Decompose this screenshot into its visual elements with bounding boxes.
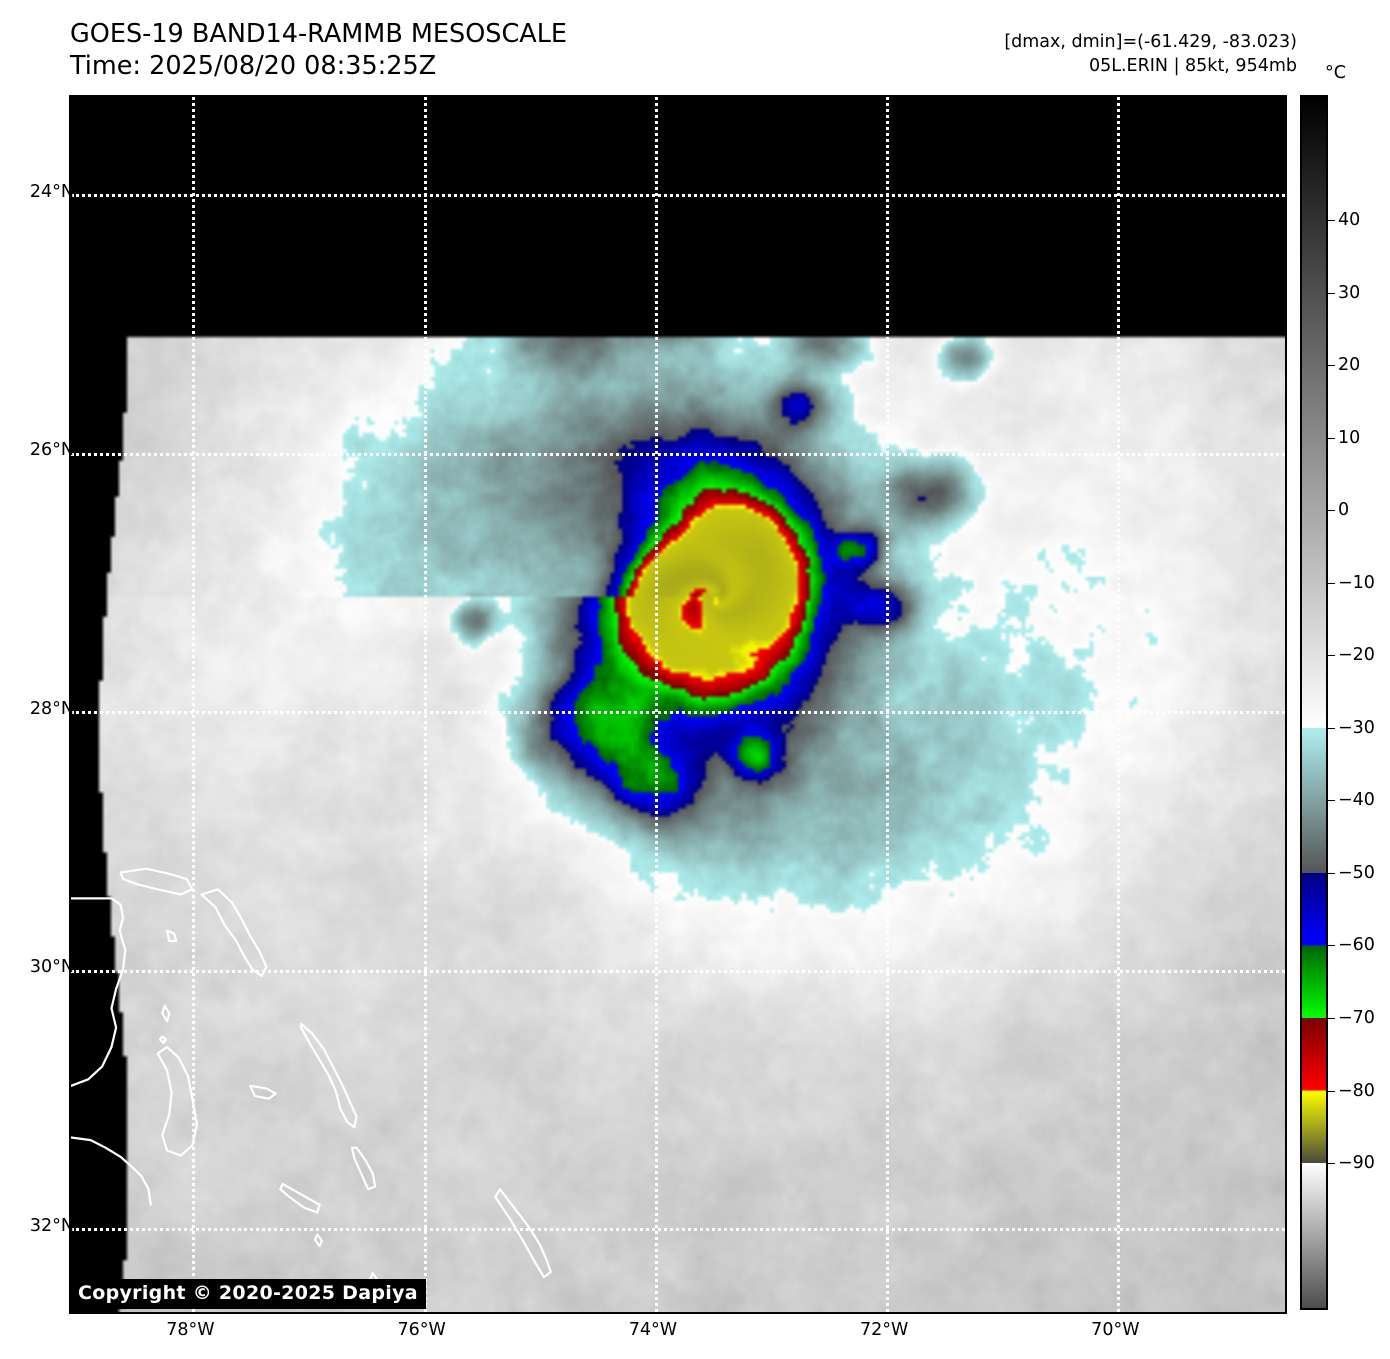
colorbar-tick-mark: [1328, 510, 1335, 512]
coastline-path: [161, 1004, 171, 1023]
colorbar-tick-label: 40: [1338, 210, 1361, 231]
coastline-path: [279, 1182, 321, 1214]
storm-info-label: 05L.ERIN | 85kt, 954mb: [1088, 56, 1297, 76]
colorbar-tick-label: 20: [1338, 355, 1361, 376]
colorbar-tick-mark: [1328, 727, 1335, 729]
lon-tick-label: 78°W: [166, 1320, 215, 1340]
copyright-watermark: Copyright © 2020-2025 Dapiya: [70, 1279, 426, 1309]
lat-tick-label: 32°N: [29, 1215, 74, 1236]
lon-tick-label: 70°W: [1091, 1320, 1140, 1340]
colorbar-tick-label: −30: [1338, 717, 1375, 738]
colorbar-tick-mark: [1328, 582, 1335, 584]
colorbar-tick-label: −50: [1338, 862, 1375, 883]
colorbar-tick-mark: [1328, 872, 1335, 874]
lat-tick-label: 26°N: [29, 440, 74, 461]
gridline-lat-28N: [71, 711, 1285, 714]
graticule-layer: [71, 97, 1285, 1312]
coastline-path: [249, 1084, 277, 1100]
colorbar-tick-label: −60: [1338, 935, 1375, 956]
coastline-path: [71, 1136, 152, 1206]
colorbar-tick-mark: [1328, 800, 1335, 802]
gridline-lon-76W: [423, 97, 427, 1312]
figure-meta-block: [dmax, dmin]=(-61.429, -83.023) 05L.ERIN…: [1004, 30, 1297, 78]
coastline-overlay: [71, 867, 552, 1287]
colorbar-tick-label: −10: [1338, 572, 1375, 593]
timestamp-label: Time: 2025/08/20 08:35:25Z: [70, 51, 437, 81]
coastline-path: [313, 1233, 323, 1248]
coastline-path: [165, 929, 178, 943]
coastline-path: [158, 1035, 167, 1045]
colorbar-tick-label: −90: [1338, 1153, 1375, 1173]
gridline-lat-26N: [71, 452, 1285, 456]
colorbar-tick-mark: [1328, 365, 1335, 367]
colorbar-tick-mark: [1328, 220, 1335, 222]
lon-tick-label: 76°W: [397, 1320, 446, 1340]
gridline-lat-32N: [71, 1228, 1285, 1231]
coastline-path: [350, 1146, 377, 1191]
colorbar: [1300, 95, 1328, 1310]
colorbar-tick-mark: [1328, 437, 1335, 439]
satellite-raster: [71, 97, 1285, 1312]
gridline-lat-24N: [71, 193, 1285, 197]
colorbar-tick-mark: [1328, 945, 1335, 947]
colorbar-tick-mark: [1328, 292, 1335, 294]
coastline-path: [119, 867, 194, 896]
page-title: GOES-19 BAND14-RAMMB MESOSCALE: [70, 19, 568, 49]
gridline-lon-78W: [192, 97, 196, 1312]
lon-tick-label: 72°W: [859, 1320, 909, 1340]
colorbar-tick-mark: [1328, 1090, 1335, 1092]
figure-title-block: GOES-19 BAND14-RAMMB MESOSCALE Time: 202…: [70, 18, 830, 82]
coastline-path: [156, 1045, 199, 1157]
colorbar-tick-label: −20: [1338, 645, 1375, 666]
gridline-lon-74W: [654, 97, 658, 1312]
colorbar-tick-label: 10: [1338, 427, 1361, 448]
coastline-path: [71, 897, 127, 1087]
coastline-path: [494, 1188, 552, 1279]
lat-tick-label: 24°N: [29, 181, 74, 202]
gridline-lon-72W: [886, 97, 890, 1312]
colorbar-tick-mark: [1328, 655, 1335, 657]
lat-tick-label: 28°N: [29, 698, 74, 719]
lat-tick-label: 30°N: [29, 957, 74, 978]
gridline-lat-30N: [71, 969, 1285, 973]
coastline-path: [300, 1022, 358, 1129]
colorbar-tick-label: −80: [1338, 1080, 1375, 1101]
brightness-temperature-raster: [71, 97, 1285, 1312]
colorbar-gradient: [1302, 97, 1326, 1308]
colorbar-tick-mark: [1328, 1163, 1335, 1164]
dminmax-label: [dmax, dmin]=(-61.429, -83.023): [1004, 32, 1297, 52]
colorbar-tick-label: 30: [1338, 282, 1361, 303]
satellite-imagery-panel: [69, 95, 1287, 1314]
lon-tick-label: 74°W: [628, 1320, 678, 1340]
colorbar-tick-label: 0: [1338, 500, 1350, 521]
colorbar-tick-label: −70: [1338, 1007, 1375, 1028]
colorbar-unit-label: °C: [1325, 63, 1346, 83]
colorbar-tick-label: −40: [1338, 790, 1375, 811]
colorbar-tick-mark: [1328, 1017, 1335, 1019]
gridline-lon-70W: [1117, 97, 1121, 1312]
